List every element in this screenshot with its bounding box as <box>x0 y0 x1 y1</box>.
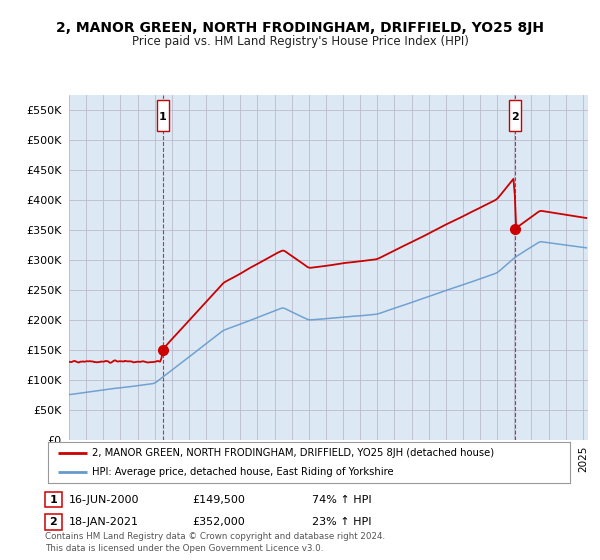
Text: HPI: Average price, detached house, East Riding of Yorkshire: HPI: Average price, detached house, East… <box>92 467 394 477</box>
Text: 2: 2 <box>50 517 57 527</box>
Text: 2, MANOR GREEN, NORTH FRODINGHAM, DRIFFIELD, YO25 8JH (detached house): 2, MANOR GREEN, NORTH FRODINGHAM, DRIFFI… <box>92 449 494 458</box>
Text: £352,000: £352,000 <box>192 517 245 527</box>
Text: Contains HM Land Registry data © Crown copyright and database right 2024.
This d: Contains HM Land Registry data © Crown c… <box>45 533 385 553</box>
Text: Price paid vs. HM Land Registry's House Price Index (HPI): Price paid vs. HM Land Registry's House … <box>131 35 469 48</box>
FancyBboxPatch shape <box>509 100 521 132</box>
FancyBboxPatch shape <box>157 100 169 132</box>
Text: 74% ↑ HPI: 74% ↑ HPI <box>312 494 371 505</box>
Text: 1: 1 <box>158 111 166 122</box>
Text: 1: 1 <box>50 494 57 505</box>
Text: 2: 2 <box>511 111 519 122</box>
Text: 18-JAN-2021: 18-JAN-2021 <box>69 517 139 527</box>
Text: 2, MANOR GREEN, NORTH FRODINGHAM, DRIFFIELD, YO25 8JH: 2, MANOR GREEN, NORTH FRODINGHAM, DRIFFI… <box>56 21 544 35</box>
Text: 16-JUN-2000: 16-JUN-2000 <box>69 494 139 505</box>
Text: 23% ↑ HPI: 23% ↑ HPI <box>312 517 371 527</box>
Text: £149,500: £149,500 <box>192 494 245 505</box>
